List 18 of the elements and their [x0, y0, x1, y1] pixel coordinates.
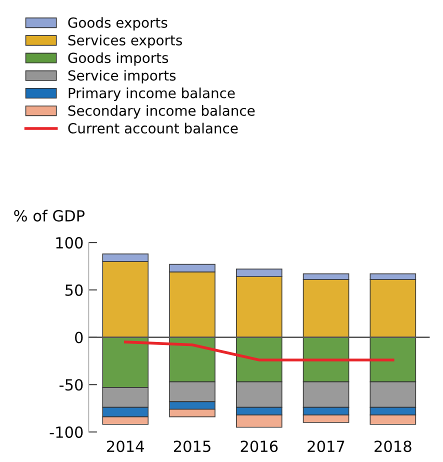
y-tick-label: -100	[50, 426, 83, 438]
legend-label: Goods exports	[68, 17, 168, 31]
legend-label: Service imports	[68, 70, 176, 84]
y-tick-label: -50	[60, 379, 83, 391]
y-tick-label: 0	[75, 332, 83, 344]
y-tick-label: 100	[56, 237, 83, 249]
y-axis-title: % of GDP	[14, 210, 85, 222]
legend-label: Current account balance	[68, 122, 238, 134]
legend-label: Services exports	[68, 34, 182, 48]
x-tick-label: 2016	[240, 440, 278, 452]
legend-label: Primary income balance	[68, 88, 235, 101]
legend-label: Goods imports	[68, 52, 168, 66]
x-tick-label: 2015	[174, 440, 210, 452]
x-tick-label: 2014	[107, 440, 144, 452]
legend-label: Secondary income balance	[68, 105, 255, 119]
x-tick-label: 2018	[374, 440, 412, 452]
x-tick-label: 2017	[308, 440, 344, 452]
y-tick-label: 50	[65, 284, 83, 296]
